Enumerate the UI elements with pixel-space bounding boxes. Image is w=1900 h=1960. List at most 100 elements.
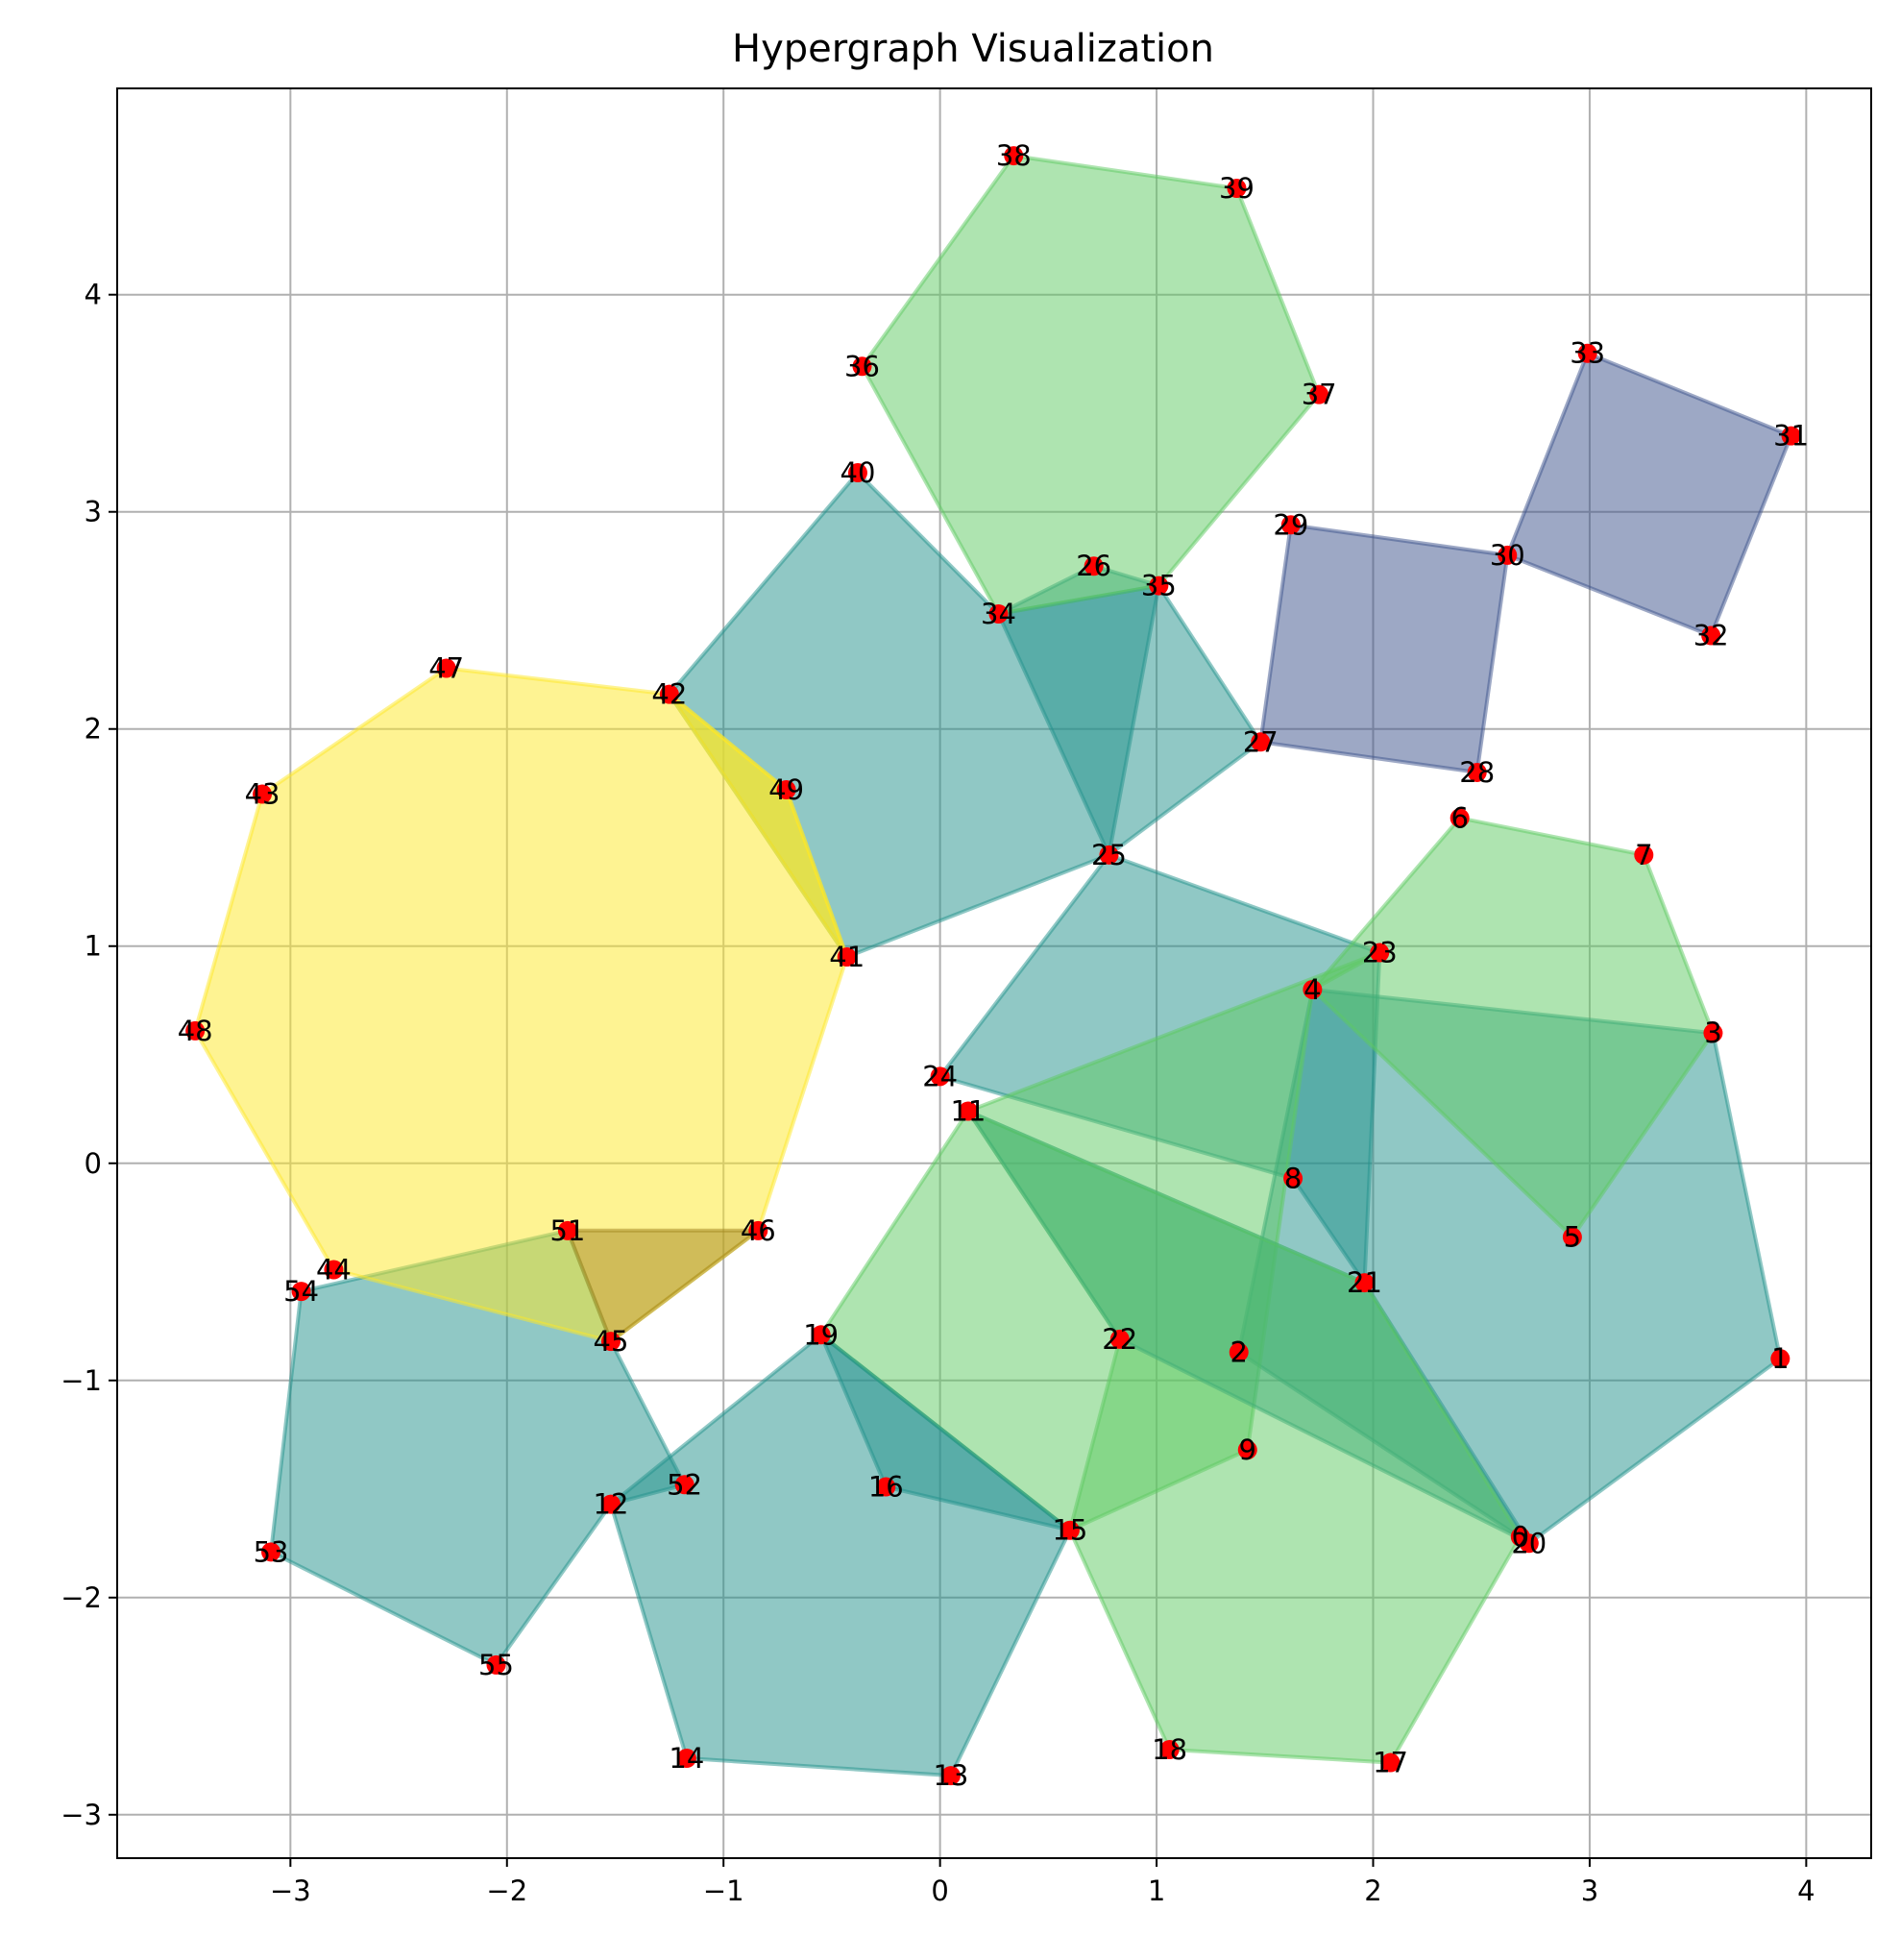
hyperedge-7 bbox=[1310, 816, 1716, 1239]
node-label-14: 14 bbox=[669, 1742, 704, 1775]
node-label-1: 1 bbox=[1771, 1342, 1789, 1375]
node-label-54: 54 bbox=[283, 1275, 319, 1308]
node-13 bbox=[940, 1766, 961, 1786]
node-label-42: 42 bbox=[651, 678, 687, 711]
x-tick-label: 2 bbox=[1364, 1874, 1381, 1907]
node-label-22: 22 bbox=[1102, 1323, 1137, 1356]
node-20 bbox=[1519, 1533, 1539, 1554]
node-label-34: 34 bbox=[981, 598, 1016, 630]
chart-title: Hypergraph Visualization bbox=[732, 27, 1214, 71]
node-37 bbox=[1309, 384, 1329, 404]
node-label-16: 16 bbox=[868, 1471, 904, 1504]
hyperedges bbox=[193, 154, 1793, 1778]
node-label-48: 48 bbox=[178, 1015, 213, 1047]
node-label-37: 37 bbox=[1302, 379, 1337, 411]
node-7 bbox=[1634, 845, 1654, 865]
node-39 bbox=[1227, 178, 1247, 198]
x-tick-label: 4 bbox=[1797, 1874, 1815, 1907]
y-tick-label: 2 bbox=[85, 713, 102, 746]
node-47 bbox=[436, 658, 456, 678]
node-label-53: 53 bbox=[254, 1535, 289, 1568]
node-label-20: 20 bbox=[1511, 1527, 1547, 1559]
node-26 bbox=[1084, 556, 1104, 576]
y-tick-label: 0 bbox=[85, 1147, 102, 1180]
node-label-6: 6 bbox=[1450, 801, 1468, 834]
nodes bbox=[185, 146, 1801, 1786]
node-label-23: 23 bbox=[1362, 937, 1398, 969]
node-4 bbox=[1303, 979, 1323, 999]
node-21 bbox=[1354, 1273, 1375, 1293]
node-label-4: 4 bbox=[1303, 973, 1321, 1006]
node-19 bbox=[811, 1325, 831, 1345]
node-25 bbox=[1099, 845, 1119, 865]
node-label-18: 18 bbox=[1152, 1733, 1187, 1766]
node-label-8: 8 bbox=[1284, 1163, 1302, 1195]
node-43 bbox=[253, 784, 273, 804]
node-label-0: 0 bbox=[1512, 1521, 1529, 1554]
node-label-27: 27 bbox=[1243, 725, 1279, 758]
x-tick-label: 3 bbox=[1581, 1874, 1598, 1907]
node-label-26: 26 bbox=[1076, 550, 1111, 582]
node-label-46: 46 bbox=[741, 1214, 776, 1247]
node-6 bbox=[1449, 808, 1470, 828]
node-36 bbox=[852, 356, 872, 377]
node-label-12: 12 bbox=[594, 1488, 629, 1521]
y-tick-label: −1 bbox=[61, 1364, 102, 1397]
node-label-28: 28 bbox=[1459, 756, 1495, 789]
x-tick-label: −3 bbox=[270, 1874, 311, 1907]
node-label-47: 47 bbox=[428, 651, 464, 684]
node-label-5: 5 bbox=[1564, 1221, 1581, 1254]
node-48 bbox=[185, 1020, 206, 1041]
node-label-45: 45 bbox=[594, 1325, 629, 1358]
node-label-25: 25 bbox=[1091, 839, 1127, 871]
node-label-30: 30 bbox=[1490, 539, 1525, 572]
node-label-21: 21 bbox=[1347, 1266, 1382, 1299]
x-tick-label: −2 bbox=[486, 1874, 527, 1907]
node-53 bbox=[261, 1542, 281, 1562]
node-23 bbox=[1370, 943, 1390, 963]
node-label-19: 19 bbox=[803, 1318, 839, 1351]
node-label-52: 52 bbox=[667, 1468, 702, 1501]
node-11 bbox=[958, 1101, 978, 1121]
node-3 bbox=[1703, 1023, 1723, 1043]
node-label-38: 38 bbox=[996, 139, 1032, 172]
node-34 bbox=[988, 603, 1009, 624]
y-tick-label: 3 bbox=[85, 496, 102, 528]
node-18 bbox=[1159, 1739, 1180, 1759]
node-2 bbox=[1229, 1342, 1249, 1362]
x-tick-label: 0 bbox=[931, 1874, 948, 1907]
node-label-35: 35 bbox=[1141, 570, 1177, 602]
y-tick-label: −3 bbox=[61, 1799, 102, 1831]
node-label-9: 9 bbox=[1239, 1433, 1256, 1466]
node-label-15: 15 bbox=[1052, 1514, 1087, 1547]
node-1 bbox=[1770, 1349, 1790, 1369]
x-tick-label: 1 bbox=[1148, 1874, 1165, 1907]
node-label-13: 13 bbox=[933, 1759, 968, 1792]
hyperedge-15 bbox=[667, 692, 849, 959]
node-label-7: 7 bbox=[1635, 839, 1652, 871]
node-label-43: 43 bbox=[245, 778, 280, 811]
node-5 bbox=[1562, 1227, 1582, 1247]
node-46 bbox=[748, 1220, 768, 1240]
node-54 bbox=[291, 1282, 311, 1302]
node-32 bbox=[1701, 625, 1721, 646]
node-30 bbox=[1498, 545, 1518, 565]
y-tick-label: 1 bbox=[85, 930, 102, 963]
node-33 bbox=[1577, 343, 1597, 363]
node-14 bbox=[676, 1749, 696, 1769]
node-41 bbox=[837, 947, 857, 968]
node-label-24: 24 bbox=[922, 1060, 958, 1092]
node-44 bbox=[324, 1260, 344, 1280]
node-40 bbox=[847, 463, 867, 483]
node-label-31: 31 bbox=[1773, 420, 1809, 453]
node-label-33: 33 bbox=[1570, 337, 1605, 370]
node-22 bbox=[1109, 1329, 1130, 1349]
node-52 bbox=[674, 1475, 694, 1495]
node-label-3: 3 bbox=[1704, 1017, 1721, 1049]
node-label-44: 44 bbox=[316, 1254, 352, 1286]
node-16 bbox=[876, 1477, 896, 1497]
node-label-51: 51 bbox=[549, 1214, 585, 1247]
node-31 bbox=[1781, 426, 1801, 446]
